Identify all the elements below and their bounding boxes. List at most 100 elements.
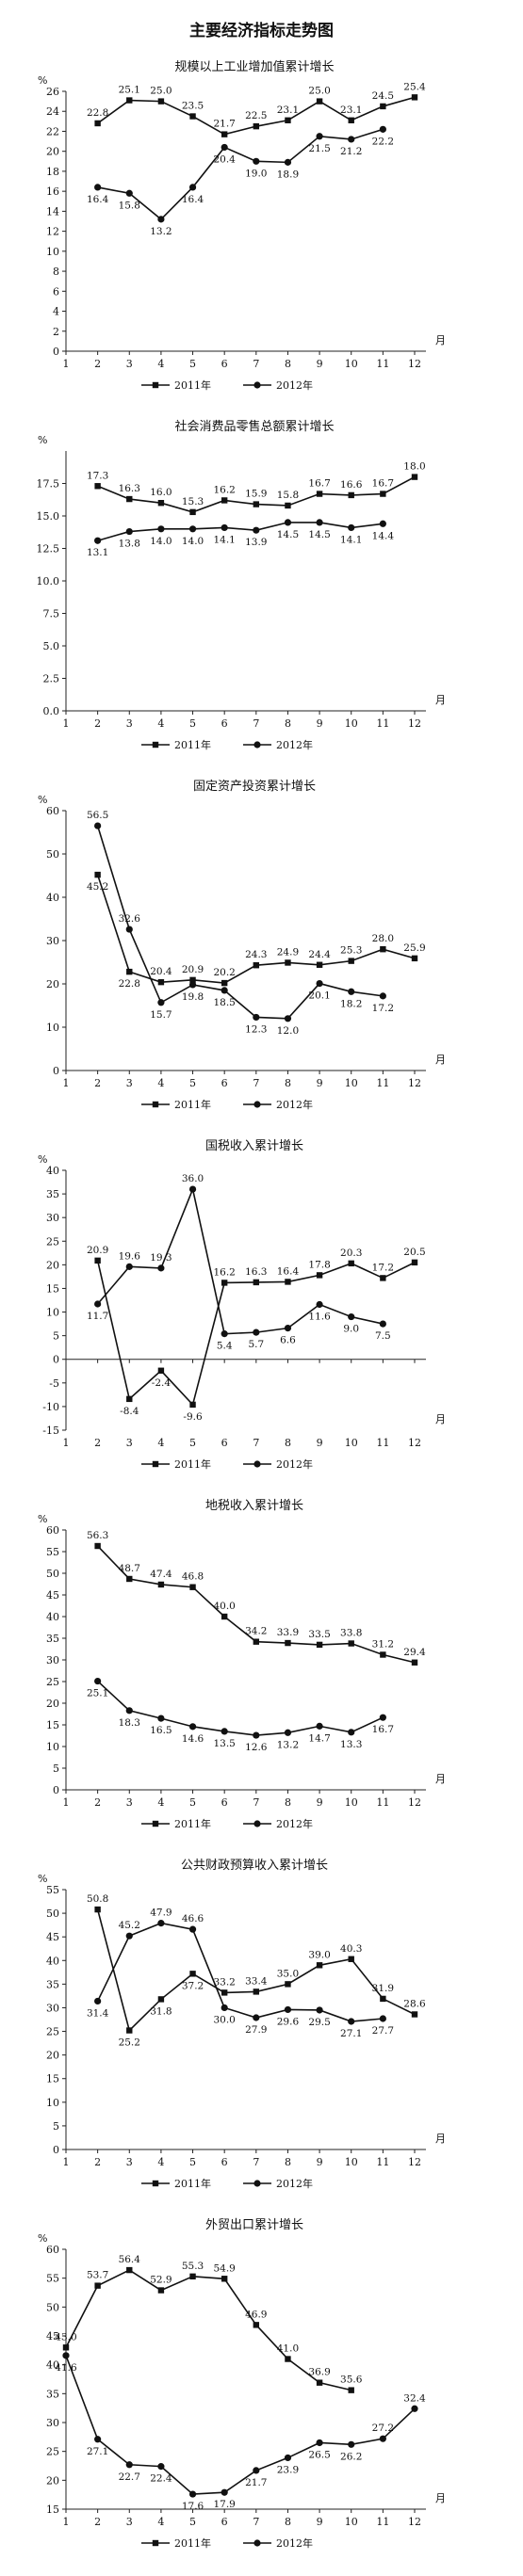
data-label-2012: 22.7 [119,2471,140,2483]
data-label-2011: 16.2 [213,484,235,495]
chart-title: 外贸出口累计增长 [205,2218,303,2232]
data-label-2012: 11.7 [87,1311,108,1322]
data-label-2012: 13.9 [245,537,267,548]
legend-label-2011: 2011年 [174,378,211,392]
data-point-2012 [316,133,323,140]
data-label-2011: 15.8 [277,490,299,501]
data-label-2012: 16.4 [182,194,204,205]
x-tick-label: 2 [94,717,101,730]
data-point-2012 [284,1325,292,1332]
x-tick-label: 9 [317,1796,323,1809]
data-point-2011 [411,1659,418,1666]
data-label-2012: 16.4 [87,194,109,205]
data-label-2011: 20.5 [403,1247,425,1258]
legend-marker-2011 [152,741,159,749]
chart-panel-industrial-value: 规模以上工业增加值累计增长% 月 0 2 4 6 8 10 12 14 16 18 20 22 24 26 1 2… [0,52,523,402]
x-unit-label: 月 [435,1773,446,1785]
y-tick-label: 55 [46,1884,59,1896]
y-tick-label: 15 [46,1282,59,1295]
data-label-2011: 29.4 [403,1647,426,1658]
x-tick-label: 11 [376,358,389,370]
series-line-2012 [97,128,384,220]
x-tick-label: 8 [285,717,291,730]
x-unit-label: 月 [435,2133,446,2145]
data-point-2012 [125,1932,133,1940]
data-point-2012 [284,2005,292,2014]
data-label-2011: 28.6 [403,1998,426,2009]
data-point-2011 [126,97,133,104]
y-tick-label: 10 [46,1307,59,1319]
data-label-2011: 20.9 [182,964,204,975]
chart-title: 固定资产投资累计增长 [193,779,316,794]
data-label-2011: 35.0 [277,1968,299,1979]
x-tick-label: 1 [63,2516,70,2528]
data-label-2011: 25.1 [119,85,140,96]
series-line-2012 [96,1922,384,2022]
x-tick-label: 2 [94,2516,101,2528]
chart-panel-local-tax: 地税收入累计增长% 月 0 5 10 15 20 25 30 35 40 45 50 55 60 1 2 3 4 5 6… [0,1490,523,1841]
data-label-2012: 15.8 [119,200,140,211]
y-tick-label: 60 [46,805,59,817]
data-label-2011: 46.9 [245,2309,267,2320]
data-point-2011 [253,1638,260,1645]
data-point-2011 [94,1257,101,1264]
data-point-2011 [348,958,354,964]
x-tick-label: 7 [253,2516,259,2528]
data-label-2011: 18.0 [403,461,425,473]
x-tick-label: 5 [189,1796,196,1809]
data-label-2011: 17.8 [308,1259,330,1270]
x-tick-label: 10 [345,1796,358,1809]
series-line-2011 [96,1908,416,2033]
data-point-2012 [379,1320,386,1328]
data-point-2012 [284,1729,292,1736]
legend-marker-2012 [253,1460,261,1468]
data-label-2011: 40.0 [213,1601,235,1612]
y-tick-label: 7.5 [43,608,60,620]
x-tick-label: 10 [345,717,358,730]
data-point-2012 [125,2461,133,2469]
x-tick-label: 3 [126,2156,133,2168]
y-tick-label: 30 [46,2002,59,2014]
y-tick-label: 60 [46,1524,59,1537]
data-point-2012 [348,2440,355,2448]
y-tick-label: 50 [46,1568,59,1580]
data-point-2011 [253,501,260,507]
data-label-2011: 41.0 [277,2343,299,2355]
series-line-2012 [97,1186,384,1335]
data-label-2012: 27.2 [372,2423,394,2434]
y-tick-label: 40 [46,1165,59,1177]
data-point-2011 [221,1280,228,1286]
data-label-2012: 18.2 [340,998,362,1009]
data-point-2012 [253,157,260,165]
data-label-2011: 16.7 [308,478,330,490]
x-tick-label: 6 [221,1437,228,1449]
data-label-2011: 16.3 [119,483,140,494]
data-point-2011 [157,1367,165,1374]
data-point-2012 [94,1300,102,1308]
legend-marker-2012 [253,741,261,749]
x-tick-label: 9 [317,1437,323,1449]
data-point-2012 [221,2488,228,2496]
legend-label-2011: 2011年 [174,1817,211,1830]
data-point-2011 [411,1259,418,1266]
y-tick-label: 50 [46,2301,59,2313]
y-tick-label: 25 [46,1676,59,1688]
series-line-2012 [65,2355,416,2495]
data-point-2012 [316,2439,323,2447]
data-label-2012: 22.4 [150,2473,172,2485]
data-label-2012: 20.1 [308,990,330,1002]
y-tick-label: 12 [46,226,59,238]
x-tick-label: 2 [94,358,101,370]
y-tick-label: 5 [53,1330,59,1343]
x-tick-label: 4 [157,1077,164,1089]
data-label-2012: 14.1 [340,534,362,545]
data-point-2011 [94,1542,101,1550]
x-tick-label: 5 [189,1077,196,1089]
data-point-2011 [285,2356,291,2362]
data-point-2012 [94,184,102,191]
data-label-2012: 30.0 [213,2014,235,2025]
x-tick-label: 12 [408,2156,421,2168]
data-point-2011 [348,491,354,499]
data-point-2011 [411,955,418,962]
data-point-2012 [188,1185,197,1193]
